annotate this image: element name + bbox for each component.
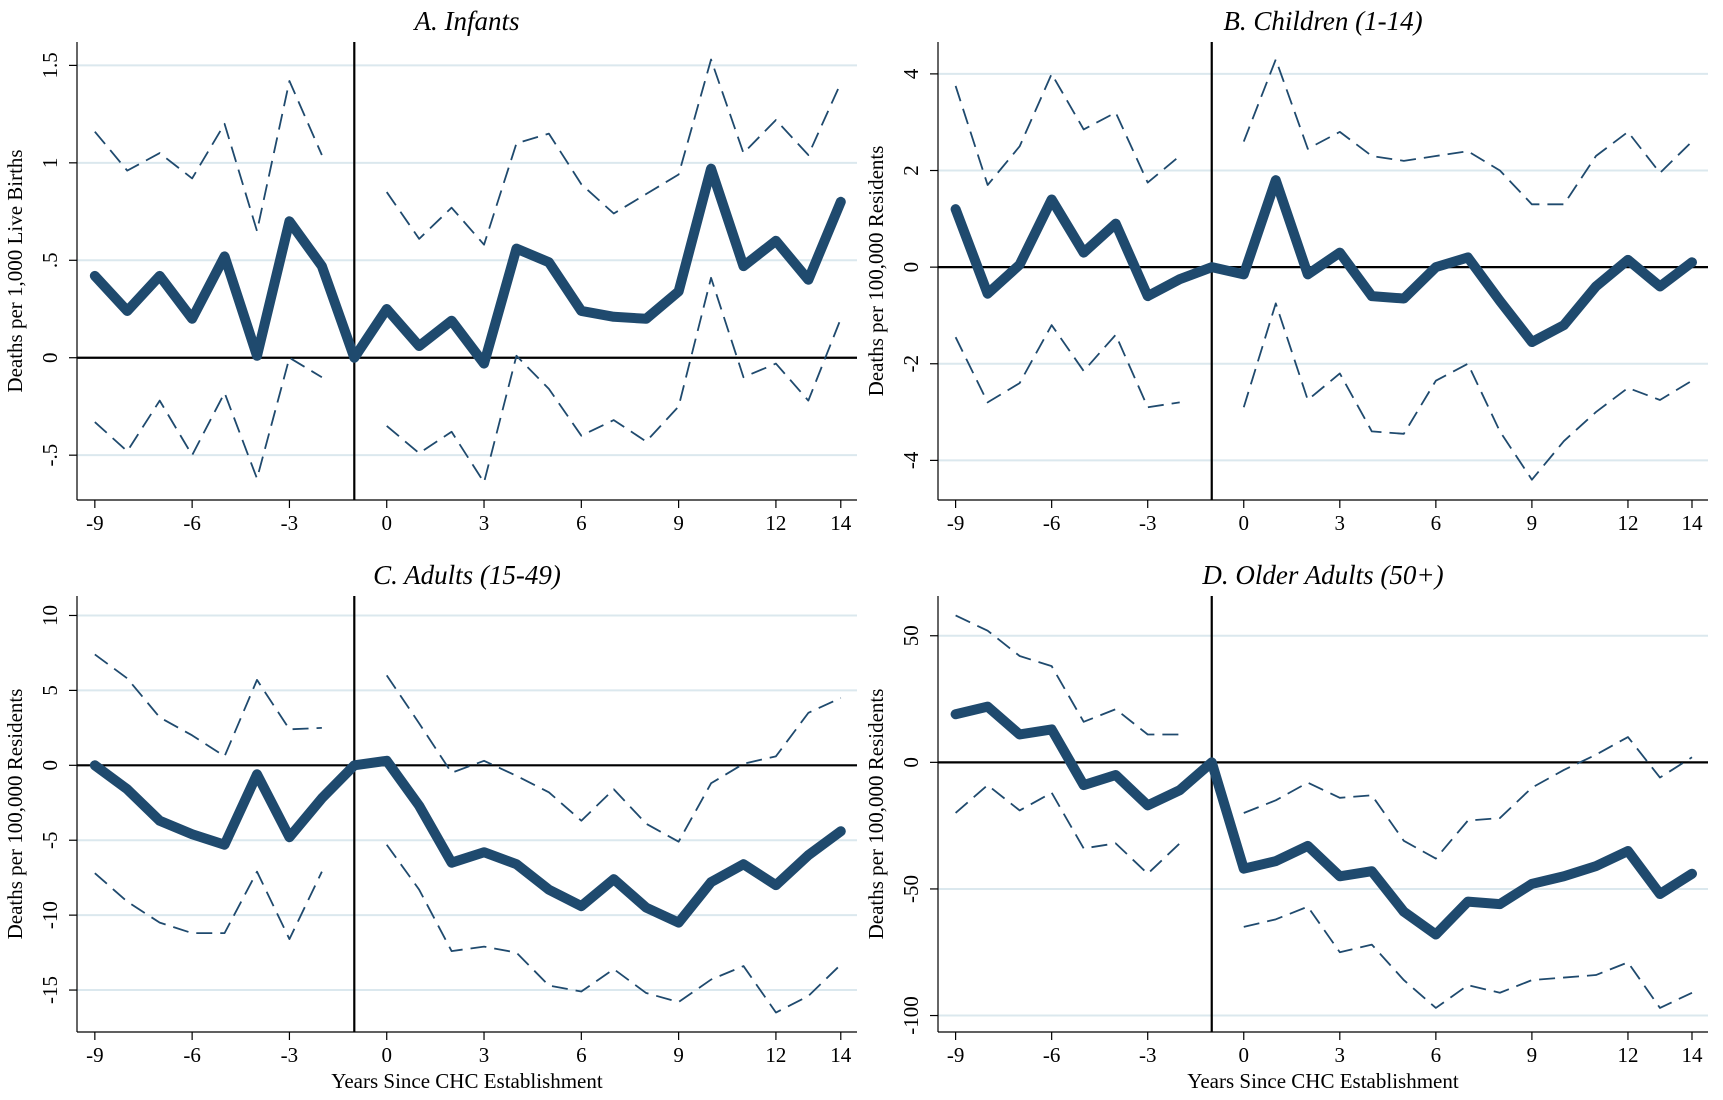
- estimate-line: [950, 175, 1697, 348]
- x-tick-label: 9: [1527, 1043, 1538, 1067]
- x-tick-label: 14: [830, 1043, 852, 1067]
- x-tick-label: 6: [1431, 1043, 1442, 1067]
- y-axis-label: Deaths per 1,000 Live Births: [3, 149, 27, 392]
- y-tick-label: -15: [38, 976, 62, 1004]
- x-tick-label: 9: [673, 1043, 684, 1067]
- y-tick-label: -50: [899, 875, 923, 903]
- ci-line: [94, 58, 842, 246]
- ci-line: [955, 614, 1693, 860]
- x-tick-label: 0: [1239, 1043, 1250, 1067]
- panel-title: B. Children (1-14): [1223, 6, 1422, 36]
- x-tick-label: 6: [576, 1043, 587, 1067]
- y-axis-label: Deaths per 100,000 Residents: [864, 689, 888, 940]
- x-tick-label: 3: [479, 1043, 490, 1067]
- y-tick-label: 0: [38, 352, 62, 363]
- x-tick-label: -9: [947, 1043, 965, 1067]
- x-tick-label: 14: [830, 511, 852, 535]
- x-tick-label: 6: [1431, 511, 1442, 535]
- estimate-line: [89, 163, 846, 369]
- y-tick-label: 50: [899, 625, 923, 646]
- estimate-line: [950, 701, 1697, 940]
- x-tick-label: 12: [765, 511, 786, 535]
- y-tick-label: -4: [899, 451, 923, 469]
- y-tick-label: 1.5: [38, 52, 62, 78]
- x-tick-label: 3: [479, 511, 490, 535]
- x-tick-label: 3: [1335, 1043, 1346, 1067]
- x-tick-label: -6: [1043, 1043, 1061, 1067]
- ci-line: [954, 302, 1693, 481]
- ci-line: [94, 276, 842, 484]
- x-tick-label: -6: [183, 511, 201, 535]
- panel-title: A. Infants: [413, 6, 520, 36]
- x-tick-label: -9: [86, 1043, 104, 1067]
- x-tick-label: -3: [1139, 1043, 1157, 1067]
- x-tick-label: 12: [1617, 1043, 1638, 1067]
- y-axis-label: Deaths per 100,000 Residents: [3, 689, 27, 940]
- x-tick-label: -9: [947, 511, 965, 535]
- y-tick-label: -10: [38, 901, 62, 929]
- estimate-line: [89, 755, 846, 928]
- y-tick-label: 0: [38, 760, 62, 771]
- x-tick-label: 0: [381, 1043, 392, 1067]
- y-tick-label: 0: [899, 262, 923, 273]
- y-tick-label: -100: [899, 996, 923, 1035]
- ci-line: [954, 58, 1693, 206]
- y-tick-label: 4: [899, 68, 923, 79]
- y-tick-label: -5: [38, 831, 62, 849]
- y-tick-label: 1: [38, 158, 62, 169]
- y-tick-label: 10: [38, 605, 62, 626]
- x-tick-label: -6: [1043, 511, 1061, 535]
- x-axis-label: Years Since CHC Establishment: [331, 1069, 603, 1093]
- x-tick-label: 14: [1681, 511, 1703, 535]
- y-tick-label: .5: [38, 252, 62, 268]
- y-tick-label: 2: [899, 165, 923, 176]
- x-tick-label: 12: [765, 1043, 786, 1067]
- y-tick-label: -2: [899, 355, 923, 373]
- x-axis-label: Years Since CHC Establishment: [1187, 1069, 1459, 1093]
- x-tick-label: 14: [1681, 1043, 1703, 1067]
- x-tick-label: -6: [183, 1043, 201, 1067]
- x-tick-label: 0: [1239, 511, 1250, 535]
- ci-line: [94, 844, 842, 1014]
- panel-title: C. Adults (15-49): [373, 560, 561, 590]
- y-tick-label: 0: [899, 757, 923, 768]
- x-tick-label: 6: [576, 511, 587, 535]
- x-tick-label: -3: [1139, 511, 1157, 535]
- x-tick-label: 9: [1527, 511, 1538, 535]
- x-tick-label: 12: [1617, 511, 1638, 535]
- x-tick-label: 3: [1335, 511, 1346, 535]
- panel-title: D. Older Adults (50+): [1201, 560, 1443, 590]
- ci-line: [94, 653, 842, 843]
- x-tick-label: 0: [381, 511, 392, 535]
- y-tick-label: 5: [38, 685, 62, 696]
- x-tick-label: 9: [673, 511, 684, 535]
- y-tick-label: -.5: [38, 444, 62, 467]
- ci-line: [955, 784, 1693, 1009]
- x-tick-label: -3: [281, 1043, 299, 1067]
- x-tick-label: -9: [86, 511, 104, 535]
- x-tick-label: -3: [281, 511, 299, 535]
- y-axis-label: Deaths per 100,000 Residents: [864, 146, 888, 397]
